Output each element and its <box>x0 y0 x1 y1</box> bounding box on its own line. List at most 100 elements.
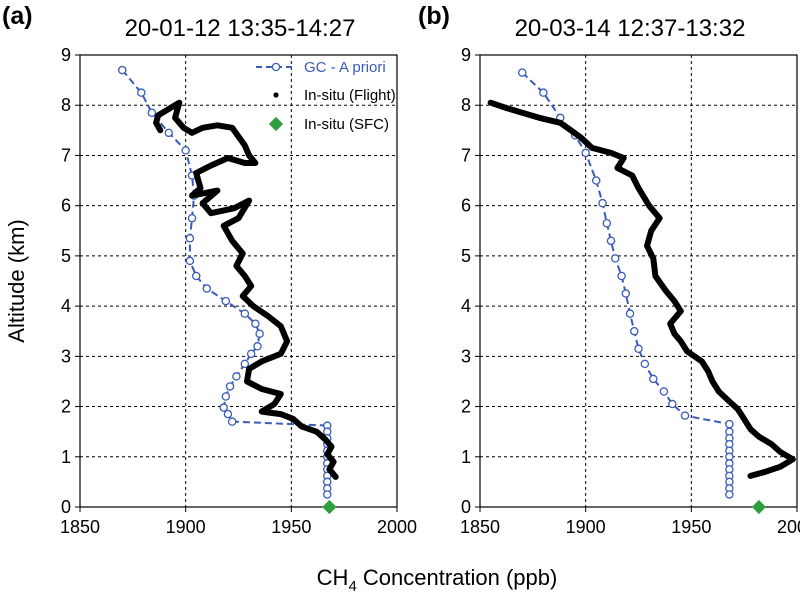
panel-a-flight-point <box>278 411 284 417</box>
panel-b-y-tick-label: 0 <box>461 497 471 517</box>
panel-a-gc-point <box>255 329 264 338</box>
panel-b-flight-point <box>705 368 711 374</box>
panel-b-flight-point <box>741 416 747 422</box>
panel-a-gc-point <box>187 213 197 223</box>
panel-b-flight-point <box>657 215 663 221</box>
panel-b: 0 1 2 3 4 5 6 7 8 9 1850 1900 1950 2000 (b) 20-03-14… <box>418 2 800 537</box>
panel-a-x-tick-label: 1900 <box>166 517 206 537</box>
panel-b-flight-point <box>648 228 654 234</box>
panel-b-flight-point <box>777 464 783 470</box>
panel-a-label: (a) <box>2 2 33 30</box>
panel-a-x-ticks: 1850 1900 1950 2000 <box>60 507 417 537</box>
panel-b-gc-point <box>598 198 607 208</box>
panel-b-gc-point <box>621 289 631 298</box>
panel-b-gc-point <box>606 236 616 246</box>
panel-a-flight-point <box>284 338 290 344</box>
panel-b-sfc-point <box>751 499 767 515</box>
panel-a-flight-point <box>155 112 161 118</box>
panel-b-flight-point <box>488 100 494 106</box>
panel-b-flight-point <box>557 120 563 126</box>
panel-b-flight-point <box>756 434 762 440</box>
panel-a-flight-point <box>333 474 339 480</box>
panel-a-gc-point <box>147 108 157 118</box>
panel-b-gc-point <box>725 490 734 499</box>
panel-a-flight-point <box>278 351 284 357</box>
panel-b-flight-point <box>671 298 677 304</box>
panel-a-flight-point <box>246 366 252 372</box>
panel-a-flight-point <box>214 188 220 194</box>
legend-gc-marker <box>271 62 281 72</box>
panel-b-flight-point <box>699 358 705 364</box>
panel-b-y-tick-label: 3 <box>461 346 471 366</box>
panel-a-flight-point <box>259 386 265 392</box>
legend: GC - A priori In-situ (Flight) In-situ (… <box>256 59 396 133</box>
panel-a-y-tick-label: 4 <box>61 296 71 316</box>
panel-a-y-tick-label: 8 <box>61 95 71 115</box>
legend-gc-label: GC - A priori <box>304 59 386 76</box>
panel-a-flight-point <box>248 283 254 289</box>
panel-a-flight-point <box>189 193 195 199</box>
panel-a-flight-point <box>271 401 277 407</box>
panel-a-flight-point <box>172 115 178 121</box>
panel-b-y-tick-label: 6 <box>461 196 471 216</box>
panel-b-gc-point <box>725 419 734 429</box>
panel-a-gc-point <box>202 284 212 293</box>
panel-b-plot-area <box>479 54 798 508</box>
panel-b-flight-point <box>578 135 584 141</box>
panel-a-flight-point <box>326 466 332 472</box>
panel-b-gc-point <box>630 326 639 336</box>
panel-b-gc-point <box>539 88 548 97</box>
panel-a-flight-point <box>252 160 258 166</box>
panel-a-sfc-point <box>322 499 337 515</box>
panel-a-gc-point <box>225 382 235 391</box>
panel-b-x-ticks: 1850 1900 1950 2000 <box>460 507 800 537</box>
panel-b-flight-point <box>652 273 658 279</box>
panel-b-flight-point <box>678 338 684 344</box>
panel-a-y-tick-label: 6 <box>61 196 71 216</box>
legend-sfc-label: In-situ (SFC) <box>304 116 389 133</box>
panel-a-flight-point <box>265 313 271 319</box>
panel-b-flight-point <box>519 110 525 116</box>
panel-a-gc-point <box>253 342 262 351</box>
panel-a-flight-point <box>290 416 296 422</box>
panel-b-y-tick-label: 7 <box>461 145 471 165</box>
panel-b-gc-point <box>602 218 612 228</box>
panel-a-y-tick-label: 3 <box>61 346 71 366</box>
x-axis-label: CH4 Concentration (ppb) <box>317 565 558 595</box>
panel-a-flight-point <box>200 200 206 206</box>
panel-b-gc-point <box>591 176 601 185</box>
panel-a-gc-point <box>240 359 250 369</box>
panel-a-flight-point <box>153 120 159 126</box>
panel-a-flight-point <box>176 100 182 106</box>
panel-b-label: (b) <box>418 2 450 30</box>
panel-a-y-tick-label: 9 <box>61 45 71 65</box>
panel-a-flight-point <box>328 444 334 450</box>
panel-a-flight-point <box>250 303 256 309</box>
panel-b-flight-point <box>777 449 783 455</box>
panel-b-grid <box>480 55 797 507</box>
panel-a-y-tick-label: 2 <box>61 397 71 417</box>
panel-b-flight-point <box>735 406 741 412</box>
panel-b-flight-point <box>790 456 796 462</box>
panel-b-flight-point <box>748 426 754 432</box>
x-axis-label-subscript: 4 <box>348 578 356 595</box>
panel-a-flight-point <box>246 198 252 204</box>
panel-a-flight-point <box>168 105 174 111</box>
panel-a-flight-point <box>208 210 214 216</box>
panel-b-flight-point <box>748 473 754 479</box>
panel-a-flight-point <box>193 170 199 176</box>
panel-a-title: 20-01-12 13:35-14:27 <box>125 15 356 42</box>
panel-a-y-ticks: 0 1 2 3 4 5 6 7 8 9 <box>61 45 80 517</box>
panel-b-gc-point <box>640 359 650 369</box>
panel-a-flight-point <box>314 429 320 435</box>
panel-b-flight-point <box>667 321 673 327</box>
panel-b-x-tick-label: 1950 <box>671 517 711 537</box>
panel-b-gc-point <box>659 387 669 396</box>
panel-a-flight-point <box>240 250 246 256</box>
panel-a-flight-point <box>208 162 214 168</box>
x-axis-label-main: CH <box>317 565 349 590</box>
panel-b-marks <box>487 68 796 515</box>
panel-b-flight-point <box>726 399 732 405</box>
panel-a-flight-point <box>242 160 248 166</box>
panel-b-flight-point <box>650 255 656 261</box>
